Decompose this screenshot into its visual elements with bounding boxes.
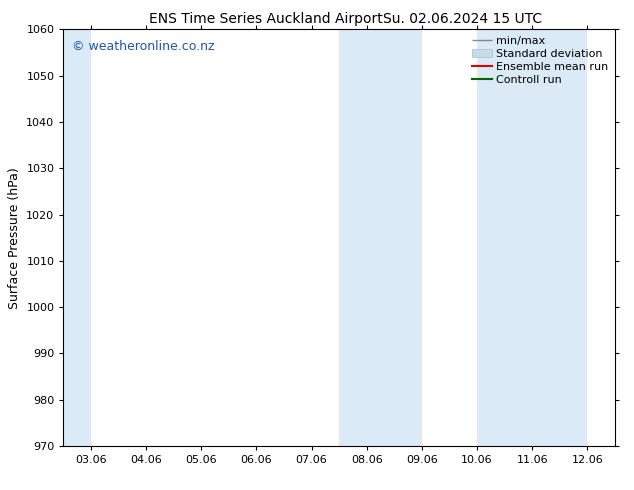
Y-axis label: Surface Pressure (hPa): Surface Pressure (hPa) bbox=[8, 167, 21, 309]
Bar bbox=[477, 29, 533, 446]
Text: Su. 02.06.2024 15 UTC: Su. 02.06.2024 15 UTC bbox=[384, 12, 542, 26]
Legend: min/max, Standard deviation, Ensemble mean run, Controll run: min/max, Standard deviation, Ensemble me… bbox=[469, 33, 612, 88]
Bar bbox=[533, 29, 588, 446]
Bar bbox=[339, 29, 422, 446]
Text: ENS Time Series Auckland Airport: ENS Time Series Auckland Airport bbox=[150, 12, 383, 26]
Bar bbox=[63, 29, 91, 446]
Text: © weatheronline.co.nz: © weatheronline.co.nz bbox=[72, 40, 214, 53]
